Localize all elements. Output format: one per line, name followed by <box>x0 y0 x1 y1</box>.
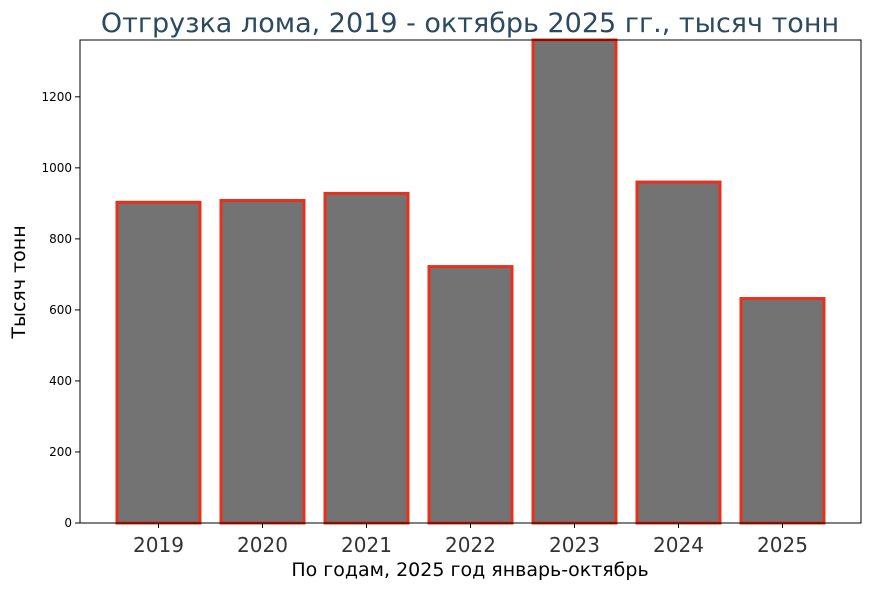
chart-title: Отгрузка лома, 2019 - октябрь 2025 гг., … <box>101 8 839 39</box>
y-tick-label-800: 800 <box>49 232 72 246</box>
bar-2025 <box>739 297 826 525</box>
bars-group <box>115 38 826 525</box>
bar-2023 <box>531 38 618 525</box>
y-axis-label: Тысяч тонн <box>8 225 30 339</box>
y-tick-label-0: 0 <box>64 516 72 530</box>
x-axis: 2019 2020 2021 2022 2023 2024 2025 <box>133 523 808 557</box>
y-axis: 0 200 400 600 800 1000 1200 <box>41 90 80 530</box>
bar-2020 <box>219 199 306 525</box>
x-tick-label-2021: 2021 <box>341 533 392 557</box>
x-axis-label: По годам, 2025 год январь-октябрь <box>291 559 648 581</box>
x-tick-label-2023: 2023 <box>549 533 600 557</box>
x-tick-label-2025: 2025 <box>757 533 808 557</box>
bar-2024 <box>635 180 722 525</box>
x-tick-label-2020: 2020 <box>237 533 288 557</box>
y-tick-label-400: 400 <box>49 374 72 388</box>
x-tick-label-2024: 2024 <box>653 533 704 557</box>
x-tick-label-2019: 2019 <box>133 533 184 557</box>
y-tick-label-1000: 1000 <box>41 161 72 175</box>
bar-2022 <box>427 265 514 525</box>
bar-2019 <box>115 200 202 525</box>
y-tick-label-1200: 1200 <box>41 90 72 104</box>
bar-2021 <box>323 191 410 525</box>
y-tick-label-600: 600 <box>49 303 72 317</box>
y-tick-label-200: 200 <box>49 445 72 459</box>
x-tick-label-2022: 2022 <box>445 533 496 557</box>
